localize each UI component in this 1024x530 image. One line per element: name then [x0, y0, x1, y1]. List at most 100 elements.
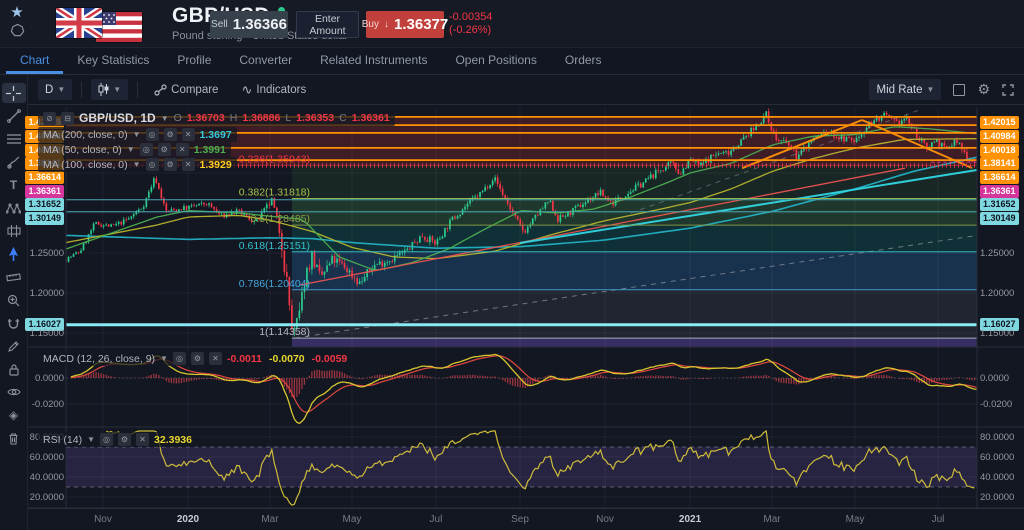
price-change: -0.00354 (-0.26%): [449, 11, 493, 36]
close-icon[interactable]: ✕: [136, 433, 150, 446]
ma-legend-0[interactable]: MA (200, close, 0) ▼ ◎ ⚙ ✕ 1.3697: [38, 127, 237, 142]
drawing-mode-icon[interactable]: [2, 336, 26, 356]
macd-tick-label: -0.0200: [980, 399, 1013, 410]
chart-area: 0.236(1.35943) 0.382(1.31818) 0.5(1.28485)…: [25, 105, 1024, 530]
price-tick-label: 1.15000: [29, 328, 64, 339]
gear-icon[interactable]: ⚙: [190, 352, 204, 365]
ma-legend-1[interactable]: MA (50, close, 0) ▼ ◎ ⚙ ✕ 1.3991: [38, 142, 231, 157]
macd-value: -0.0059: [311, 352, 348, 365]
tab-key-statistics[interactable]: Key Statistics: [77, 52, 150, 67]
high-value: 1.36886: [242, 112, 281, 124]
eye-icon[interactable]: ◎: [100, 433, 114, 446]
sell-button[interactable]: Sell 1.36366: [210, 11, 288, 38]
snapshot-icon[interactable]: [953, 83, 966, 96]
gear-icon[interactable]: ⚙: [118, 433, 132, 446]
drawing-toolbar: T ◈: [0, 75, 28, 530]
legend-symbol: GBP/USD, 1D: [79, 111, 156, 125]
symbol-legend[interactable]: ⊘ ⊟ GBP/USD, 1D ▼ O 1.36703 H 1.36886 L 1.3…: [38, 110, 395, 126]
price-tick-label: 1.20000: [980, 288, 1015, 299]
tab-chart[interactable]: Chart: [6, 48, 64, 74]
gear-icon[interactable]: ⚙: [157, 143, 171, 156]
minus-square-icon[interactable]: ⊟: [61, 111, 74, 125]
macd-label: MACD (12, 26, close, 9): [43, 352, 156, 365]
fullscreen-icon[interactable]: [1002, 83, 1014, 96]
chart-style-select[interactable]: ▼: [91, 79, 129, 100]
price-level-label: 1.40984: [980, 129, 1019, 143]
eye-icon[interactable]: ◎: [139, 143, 153, 156]
price-level-label: 1.36614: [25, 171, 64, 184]
trend-line-icon[interactable]: [2, 106, 26, 126]
macd-value: -0.0070: [269, 352, 305, 365]
rsi-tick-label: 20.0000: [29, 492, 64, 503]
lock-all-icon[interactable]: [2, 359, 26, 379]
price-level-label: 1.36614: [980, 171, 1019, 184]
rsi-tick-label: 60.0000: [29, 452, 64, 463]
measure-icon[interactable]: [2, 267, 26, 287]
remove-drawings-icon[interactable]: [2, 428, 26, 448]
ma-value: 1.3991: [193, 143, 226, 156]
rate-mode-select[interactable]: Mid Rate ▼: [869, 79, 942, 100]
time-label: May: [845, 514, 865, 525]
alert-icon[interactable]: [10, 23, 25, 43]
tab-profile[interactable]: Profile: [177, 52, 212, 67]
eye-icon[interactable]: ◎: [172, 352, 186, 365]
enter-amount-button[interactable]: Enter Amount: [296, 11, 359, 38]
close-icon[interactable]: ✕: [208, 352, 222, 365]
zoom-in-icon[interactable]: [2, 290, 26, 310]
tab-converter[interactable]: Converter: [239, 52, 293, 67]
close-icon[interactable]: ✕: [175, 143, 189, 156]
arrow-icon[interactable]: [2, 244, 26, 264]
price-tick-label: 1.20000: [29, 288, 64, 299]
price-tick-label: 1.25000: [980, 248, 1015, 259]
tab-orders[interactable]: Orders: [564, 52, 602, 67]
open-value: 1.36703: [186, 112, 225, 124]
tab-related-instruments[interactable]: Related Instruments: [320, 52, 428, 67]
price-level-label: 1.16027: [980, 318, 1019, 332]
fib-label: 0.618(1.25151): [239, 240, 310, 252]
time-scale[interactable]: Nov 2020 Mar May Jul Sep Nov 2021 Mar May Jul: [28, 508, 1024, 530]
gear-icon[interactable]: ⚙: [163, 128, 177, 141]
magnet-icon[interactable]: [2, 313, 26, 333]
gear-icon[interactable]: ⚙: [977, 81, 990, 97]
fib-label: 1(1.14358): [259, 326, 310, 338]
close-icon[interactable]: ✕: [181, 158, 195, 171]
projection-icon[interactable]: [2, 221, 26, 241]
tab-open-positions[interactable]: Open Positions: [455, 52, 537, 67]
price-level-label: 1.38141: [980, 157, 1019, 171]
time-label: 2020: [176, 514, 200, 525]
rsi-value: 32.3936: [154, 433, 192, 446]
hide-all-icon[interactable]: [2, 382, 26, 402]
favorite-star-icon[interactable]: ★: [10, 4, 24, 21]
time-label: Nov: [596, 514, 614, 525]
eye-icon[interactable]: ◎: [145, 158, 159, 171]
rsi-legend[interactable]: RSI (14) ▼ ◎ ⚙ ✕ 32.3936: [38, 432, 197, 447]
chart-toolbar: D ▼ ▼ Compare ∿ Indicators: [28, 75, 1024, 105]
buy-arrow-icon: ↓: [384, 19, 389, 30]
right-price-scale[interactable]: 1.42015 1.40984 1.40018 1.38141 1.36614 1.363…: [977, 105, 1024, 510]
macd-legend[interactable]: MACD (12, 26, close, 9) ▼ ◎ ⚙ ✕ -0.0011-…: [38, 351, 360, 366]
sell-price: 1.36366: [232, 16, 287, 33]
price-level-label: 1.30149: [980, 212, 1019, 226]
macd-tick-label: 0.0000: [34, 373, 64, 384]
gear-icon[interactable]: ⚙: [163, 158, 177, 171]
compare-button[interactable]: Compare: [147, 79, 225, 100]
close-icon[interactable]: ✕: [181, 128, 195, 141]
indicators-button[interactable]: ∿ Indicators: [241, 81, 307, 97]
interval-select[interactable]: D ▼: [38, 79, 73, 100]
lines-icon[interactable]: [2, 129, 26, 149]
buy-button[interactable]: Buy ↓ 1.36377: [362, 11, 448, 38]
circle-slash-icon[interactable]: ⊘: [43, 111, 56, 125]
object-tree-icon[interactable]: ◈: [8, 408, 19, 422]
crosshair-icon[interactable]: [1, 83, 26, 103]
pattern-icon[interactable]: [2, 198, 26, 218]
text-icon[interactable]: T: [9, 178, 18, 192]
macd-tick-label: 0.0000: [980, 373, 1010, 384]
time-label: 2021: [678, 514, 702, 525]
eye-icon[interactable]: ◎: [145, 128, 159, 141]
brush-icon[interactable]: [2, 152, 26, 172]
macd-value: -0.0011: [226, 352, 263, 365]
ma-legend-2[interactable]: MA (100, close, 0) ▼ ◎ ⚙ ✕ 1.3929: [38, 157, 237, 172]
rsi-tick-label: 80.0000: [980, 432, 1015, 443]
indicators-icon: ∿: [241, 81, 253, 97]
